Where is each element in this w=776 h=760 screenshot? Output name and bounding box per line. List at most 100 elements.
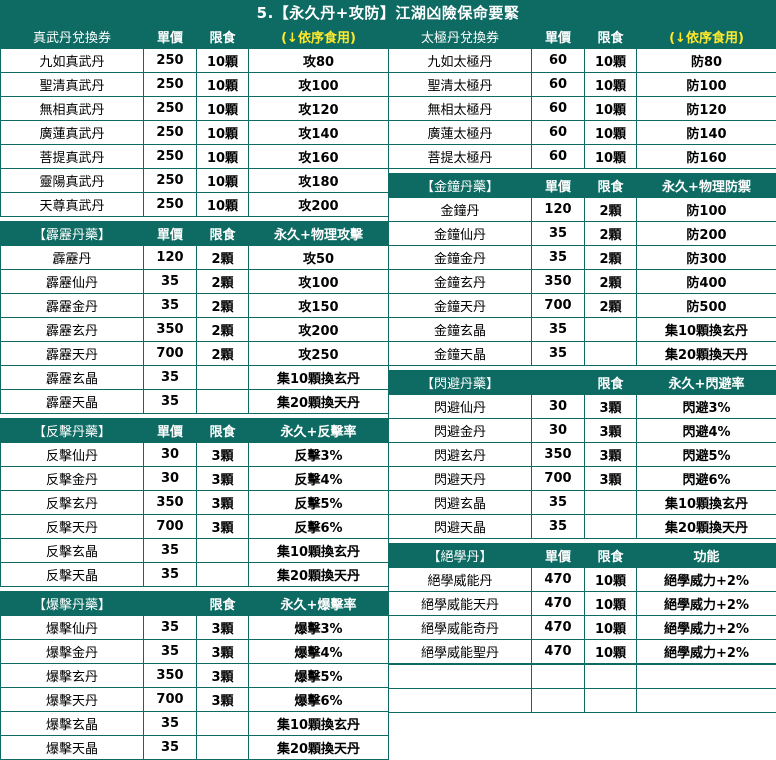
cell-effect: 攻50 <box>249 246 389 270</box>
cell-item-name: 絕學威能丹 <box>389 568 532 592</box>
table-header-row: 【金鐘丹藥】單價限食永久+物理防禦 <box>389 174 776 198</box>
cell-effect: 攻150 <box>249 294 389 318</box>
column-header-name: 【金鐘丹藥】 <box>389 174 532 198</box>
cell-limit: 10顆 <box>197 193 249 217</box>
cell-effect: 集10顆換玄丹 <box>249 539 389 563</box>
column-header-name: 【反擊丹藥】 <box>1 419 144 443</box>
cell-price: 350 <box>144 664 197 688</box>
column-header-name: 太極丹兌換券 <box>389 25 532 49</box>
cell-price: 350 <box>532 270 585 294</box>
cell-effect: 防120 <box>637 97 776 121</box>
cell-limit: 10顆 <box>585 568 637 592</box>
cell-price: 35 <box>144 270 197 294</box>
cell-effect: 閃避5% <box>637 443 776 467</box>
cell-limit: 2顆 <box>585 198 637 222</box>
column-header-effect: 永久+爆擊率 <box>249 592 389 616</box>
cell-effect: 集20顆換天丹 <box>637 342 776 366</box>
column-header-limit: 限食 <box>197 419 249 443</box>
cell-item-name: 廣蓮真武丹 <box>1 121 144 145</box>
cell-limit: 10顆 <box>585 640 637 664</box>
column-header-price: 單價 <box>144 25 197 49</box>
column-header-limit: 限食 <box>197 222 249 246</box>
cell-price: 35 <box>532 246 585 270</box>
cell-item-name: 反擊金丹 <box>1 467 144 491</box>
cell-item-name: 菩提太極丹 <box>389 145 532 169</box>
cell-price: 60 <box>532 121 585 145</box>
cell-effect: 防80 <box>637 49 776 73</box>
cell-price: 35 <box>144 563 197 587</box>
column-header-limit: 限食 <box>585 174 637 198</box>
cell-item-name: 閃避金丹 <box>389 419 532 443</box>
empty-cell <box>389 689 532 713</box>
cell-limit <box>585 342 637 366</box>
table-header-row: 【反擊丹藥】單價限食永久+反擊率 <box>1 419 389 443</box>
cell-limit: 3顆 <box>197 688 249 712</box>
table-header-row: 【絕學丹】單價限食功能 <box>389 544 776 568</box>
cell-item-name: 爆擊金丹 <box>1 640 144 664</box>
cell-effect: 反擊5% <box>249 491 389 515</box>
cell-effect: 攻200 <box>249 318 389 342</box>
cell-item-name: 廣蓮太極丹 <box>389 121 532 145</box>
column-header-name: 【霹靂丹藥】 <box>1 222 144 246</box>
cell-effect: 集20顆換天丹 <box>249 736 389 760</box>
cell-item-name: 爆擊仙丹 <box>1 616 144 640</box>
cell-price: 35 <box>144 366 197 390</box>
column-header-price: 單價 <box>532 174 585 198</box>
cell-effect: 攻120 <box>249 97 389 121</box>
cell-price: 35 <box>144 640 197 664</box>
cell-price: 30 <box>532 395 585 419</box>
cell-limit: 10顆 <box>585 592 637 616</box>
cell-item-name: 反擊仙丹 <box>1 443 144 467</box>
cell-limit: 2顆 <box>197 246 249 270</box>
cell-limit: 10顆 <box>197 121 249 145</box>
cell-price: 35 <box>144 390 197 414</box>
column-header-price: 單價 <box>532 25 585 49</box>
cell-price: 250 <box>144 97 197 121</box>
empty-row <box>389 689 776 713</box>
cell-effect: 攻100 <box>249 270 389 294</box>
empty-cell <box>532 665 585 689</box>
table-header-row: 【閃避丹藥】限食永久+閃避率 <box>389 371 776 395</box>
cell-item-name: 金鐘玄晶 <box>389 318 532 342</box>
column-header-effect: 永久+物理防禦 <box>637 174 776 198</box>
column-header-name: 真武丹兌換券 <box>1 25 144 49</box>
cell-effect: 爆擊5% <box>249 664 389 688</box>
cell-limit: 2顆 <box>585 246 637 270</box>
cell-price: 60 <box>532 73 585 97</box>
empty-cell <box>637 665 776 689</box>
cell-limit <box>197 736 249 760</box>
empty-cell <box>532 689 585 713</box>
cell-effect: 爆擊6% <box>249 688 389 712</box>
cell-price: 700 <box>532 467 585 491</box>
cell-item-name: 金鐘玄丹 <box>389 270 532 294</box>
cell-limit <box>197 366 249 390</box>
cell-limit: 3顆 <box>585 419 637 443</box>
cell-price: 30 <box>144 443 197 467</box>
cell-price: 700 <box>144 342 197 366</box>
cell-price: 250 <box>144 49 197 73</box>
cell-effect: 防300 <box>637 246 776 270</box>
cell-price: 350 <box>144 318 197 342</box>
cell-item-name: 菩提真武丹 <box>1 145 144 169</box>
page-title: 5.【永久丹+攻防】江湖凶險保命要緊 <box>0 0 776 24</box>
column-header-limit: 限食 <box>197 592 249 616</box>
cell-price: 35 <box>144 736 197 760</box>
cell-item-name: 靈陽真武丹 <box>1 169 144 193</box>
